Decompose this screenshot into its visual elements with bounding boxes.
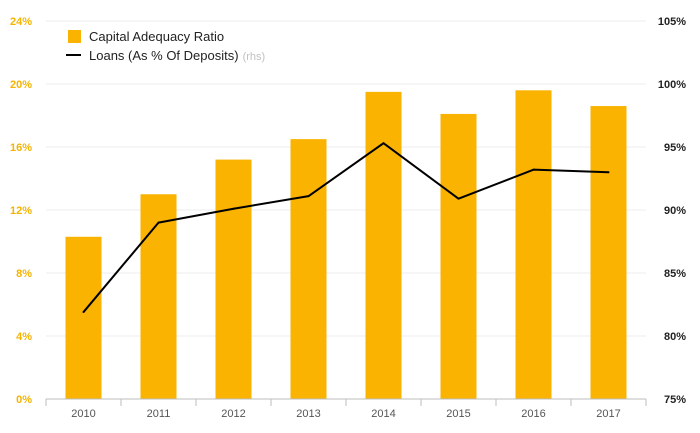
x-tick-label: 2012 xyxy=(221,408,245,420)
y-right-tick-label: 90% xyxy=(664,205,686,217)
line-loans-to-deposits xyxy=(82,142,609,313)
x-tick-label: 2014 xyxy=(371,408,395,420)
x-tick-label: 2011 xyxy=(147,408,171,420)
legend: Capital Adequacy Ratio Loans (As % Of De… xyxy=(66,29,265,63)
y-left-tick-label: 12% xyxy=(10,205,32,217)
bar-2010 xyxy=(65,236,102,399)
line-point-2010 xyxy=(82,311,85,314)
y-left-tick-label: 16% xyxy=(10,142,32,154)
line-point-2014 xyxy=(382,142,385,145)
bar-series xyxy=(65,90,627,400)
line-point-2012 xyxy=(232,207,235,210)
legend-label-capital-adequacy: Capital Adequacy Ratio xyxy=(89,29,224,44)
axes: 0% 4% 8% 12% 16% 20% 24% 75% 80% 85% 90% 95% 100% 105… xyxy=(10,16,686,420)
y-right-tick-label: 80% xyxy=(664,331,686,343)
bar-2012 xyxy=(215,159,252,399)
bar-2014 xyxy=(365,91,402,399)
legend-bar-swatch xyxy=(68,30,81,43)
y-left-tick-label: 0% xyxy=(16,394,32,406)
line-point-2016 xyxy=(532,168,535,171)
y-right-tick-label: 100% xyxy=(658,79,686,91)
y-left-tick-label: 24% xyxy=(10,16,32,28)
y-right-tick-label: 105% xyxy=(658,16,686,28)
legend-label-loans: Loans (As % Of Deposits) (rhs) xyxy=(89,48,265,63)
legend-label-loans-text: Loans (As % Of Deposits) xyxy=(89,48,239,63)
legend-label-rhs: (rhs) xyxy=(243,51,266,63)
line-point-2017 xyxy=(607,171,610,174)
bar-2015 xyxy=(440,113,477,400)
bar-2016 xyxy=(515,90,552,400)
gridlines xyxy=(46,20,646,337)
y-right-tick-label: 75% xyxy=(664,394,686,406)
y-left-tick-label: 8% xyxy=(16,268,32,280)
x-tick-label: 2017 xyxy=(596,408,620,420)
x-tick-label: 2016 xyxy=(521,408,545,420)
bar-2011 xyxy=(140,194,177,399)
y-left-tick-label: 20% xyxy=(10,79,32,91)
bar-2013 xyxy=(290,139,327,399)
line-series xyxy=(82,142,610,314)
bar-2017 xyxy=(590,106,627,400)
x-tick-label: 2015 xyxy=(446,408,470,420)
y-right-tick-label: 85% xyxy=(664,268,686,280)
line-point-2013 xyxy=(307,195,310,198)
line-point-2011 xyxy=(157,221,160,224)
x-tick-label: 2013 xyxy=(296,408,320,420)
y-left-tick-label: 4% xyxy=(16,331,32,343)
line-point-2015 xyxy=(457,197,460,200)
x-tick-label: 2010 xyxy=(71,408,95,420)
y-right-tick-label: 95% xyxy=(664,142,686,154)
